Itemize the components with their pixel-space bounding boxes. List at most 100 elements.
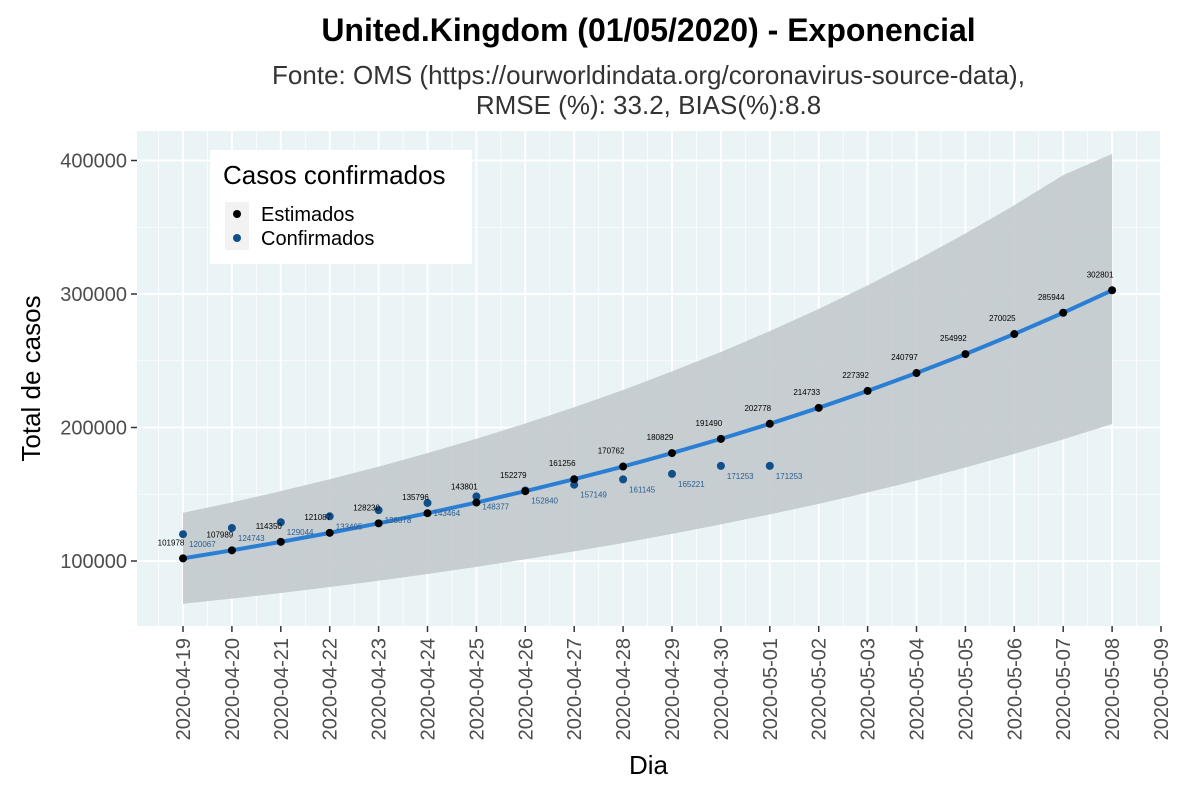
label-estimated: 143801 (451, 483, 478, 492)
point-confirmed (716, 461, 725, 470)
point-estimated (961, 350, 970, 359)
data-points (179, 286, 1117, 563)
x-axis-title: Dia (629, 750, 669, 780)
legend-label-estimated: Estimados (261, 204, 354, 226)
legend-dot-estimated (233, 210, 241, 218)
x-tick-label: 2020-05-05 (955, 638, 977, 740)
point-estimated (912, 369, 921, 378)
point-confirmed (423, 498, 432, 507)
x-tick-label: 2020-04-21 (271, 638, 293, 740)
label-confirmed: 148377 (482, 502, 509, 511)
chart-title: United.Kingdom (01/05/2020) - Exponencia… (321, 12, 976, 48)
point-confirmed (570, 480, 579, 489)
label-confirmed: 165221 (678, 480, 705, 489)
legend-box (210, 150, 472, 264)
point-confirmed (472, 492, 481, 501)
x-tick-label: 2020-05-02 (809, 638, 831, 740)
label-estimated: 161256 (549, 459, 576, 468)
label-confirmed: 171253 (727, 472, 754, 481)
label-estimated: 214733 (793, 388, 820, 397)
label-estimated: 152279 (500, 471, 527, 480)
point-confirmed (276, 518, 285, 527)
x-tick-label: 2020-05-03 (858, 638, 880, 740)
x-tick-label: 2020-04-19 (173, 638, 195, 740)
x-tick-label: 2020-04-23 (369, 638, 391, 740)
point-confirmed (765, 461, 774, 470)
point-estimated (570, 475, 579, 484)
label-estimated: 202778 (744, 404, 771, 413)
legend-label-confirmed: Confirmados (261, 228, 374, 250)
point-estimated (179, 554, 187, 563)
x-tick-label: 2020-05-01 (760, 638, 782, 740)
y-tick-label: 100000 (60, 551, 127, 573)
label-estimated: 135796 (402, 493, 429, 502)
point-estimated (472, 498, 481, 507)
label-estimated: 191490 (696, 419, 723, 428)
label-estimated: 128230 (353, 503, 380, 512)
point-estimated (619, 462, 628, 471)
label-estimated: 254992 (940, 334, 967, 343)
prediction-band (183, 153, 1113, 604)
point-estimated (423, 509, 432, 518)
label-confirmed: 171253 (776, 472, 803, 481)
x-tick-label: 2020-04-22 (320, 638, 342, 740)
x-tick-label: 2020-04-28 (613, 638, 635, 740)
point-confirmed (325, 512, 334, 521)
x-tick-label: 2020-04-29 (662, 638, 684, 740)
x-tick-label: 2020-04-27 (564, 638, 586, 740)
x-axis: 2020-04-19 2020-04-20 2020-04-21 2020-04-22… (173, 626, 1173, 740)
label-confirmed: 133495 (336, 522, 363, 531)
label-confirmed: 143464 (434, 509, 461, 518)
label-estimated: 170762 (598, 447, 625, 456)
point-confirmed (374, 506, 383, 515)
x-tick-label: 2020-04-30 (711, 638, 733, 740)
chart-subtitle-metrics: RMSE (%): 33.2, BIAS(%):8.8 (475, 90, 822, 120)
label-estimated: 121087 (304, 513, 331, 522)
x-tick-label: 2020-05-07 (1053, 638, 1075, 740)
label-estimated: 180829 (647, 433, 674, 442)
y-tick-label: 300000 (60, 284, 127, 306)
x-tick-label: 2020-05-06 (1004, 638, 1026, 740)
point-confirmed (179, 530, 187, 539)
point-estimated (668, 449, 676, 458)
label-estimated: 101978 (158, 538, 185, 547)
x-tick-label: 2020-04-26 (515, 638, 537, 740)
y-tick-label: 400000 (60, 151, 127, 173)
x-tick-label: 2020-05-08 (1102, 638, 1124, 740)
label-estimated: 107989 (207, 530, 234, 539)
label-confirmed: 161145 (629, 485, 656, 494)
point-estimated (863, 386, 872, 395)
label-confirmed: 124743 (238, 534, 265, 543)
point-estimated (1108, 286, 1117, 295)
label-confirmed: 157149 (580, 491, 607, 500)
label-estimated: 302801 (1087, 270, 1114, 279)
label-confirmed: 120067 (189, 540, 216, 549)
label-confirmed: 129044 (287, 528, 314, 537)
point-estimated (374, 519, 383, 528)
data-labels: 101978 107989 114350 121087 128230 135796 1438… (158, 270, 1114, 549)
point-estimated (276, 537, 285, 546)
y-axis: 100000 200000 300000 400000 (60, 151, 137, 573)
x-tick-label: 2020-05-04 (907, 638, 929, 740)
point-estimated (814, 403, 823, 412)
x-tick-label: 2020-04-20 (222, 638, 244, 740)
point-confirmed (668, 469, 676, 478)
point-estimated (325, 528, 334, 537)
label-estimated: 285944 (1038, 293, 1065, 302)
chart-subtitle-source: Fonte: OMS (https://ourworldindata.org/c… (272, 60, 1025, 90)
label-estimated: 114350 (256, 522, 283, 531)
label-confirmed: 152840 (531, 496, 558, 505)
point-estimated (521, 487, 530, 496)
y-axis-title: Total de casos (16, 295, 46, 461)
y-tick-label: 200000 (60, 418, 127, 440)
legend: Casos confirmados Estimados Confirmados (210, 150, 472, 264)
point-estimated (1010, 330, 1019, 339)
x-tick-label: 2020-04-25 (466, 638, 488, 740)
point-confirmed (619, 475, 628, 484)
legend-title: Casos confirmados (223, 160, 446, 190)
legend-dot-confirmed (233, 234, 241, 242)
x-tick-label: 2020-04-24 (418, 638, 440, 740)
point-confirmed (227, 523, 236, 532)
label-confirmed: 138078 (385, 516, 412, 525)
